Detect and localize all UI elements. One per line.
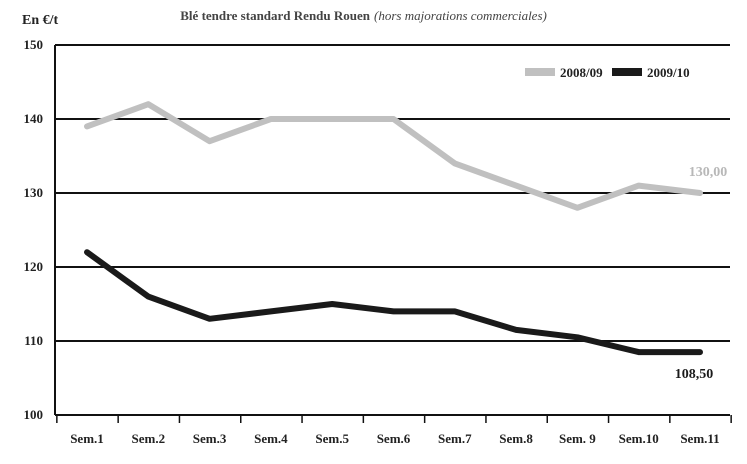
y-tick-label: 100 <box>24 407 44 422</box>
chart-subtitle: (hors majorations commerciales) <box>374 8 547 23</box>
end-label-2008-09: 130,00 <box>689 165 728 180</box>
end-label-2009-10: 108,50 <box>675 367 714 382</box>
legend-label-2009/10: 2009/10 <box>647 65 690 80</box>
x-axis: Sem.1 Sem.2 Sem.3 Sem.4 Sem.5 Sem.6 Sem.7 Sem.8… <box>56 415 732 446</box>
x-tick-label: Sem.7 <box>438 431 472 446</box>
y-axis-unit-label: En €/t <box>22 13 59 28</box>
x-tick-label: Sem.11 <box>680 431 719 446</box>
x-tick-label: Sem.5 <box>315 431 349 446</box>
legend-label-2008/09: 2008/09 <box>560 65 603 80</box>
y-tick-label: 120 <box>24 259 44 274</box>
end-labels: 130,00 108,50 <box>675 165 728 382</box>
chart-title: Blé tendre standard Rendu Rouen <box>180 8 371 23</box>
y-tick-label: 130 <box>24 185 44 200</box>
legend: 2008/09 2009/10 <box>525 65 690 80</box>
series-lines <box>84 101 703 356</box>
y-tick-label: 150 <box>24 37 44 52</box>
gridlines <box>54 44 730 416</box>
x-tick-label: Sem.8 <box>499 431 533 446</box>
x-tick-label: Sem.3 <box>193 431 227 446</box>
y-tick-label: 110 <box>24 333 43 348</box>
x-tick-label: Sem.1 <box>70 431 104 446</box>
x-tick-label: Sem.2 <box>132 431 166 446</box>
x-tick-label: Sem.10 <box>619 431 659 446</box>
x-tick-label: Sem.6 <box>377 431 411 446</box>
x-tick-label: Sem. 9 <box>559 431 596 446</box>
y-tick-label: 140 <box>24 111 44 126</box>
y-tick-labels: 100 110 120 130 140 150 <box>24 37 44 422</box>
x-tick-label: Sem.4 <box>254 431 288 446</box>
